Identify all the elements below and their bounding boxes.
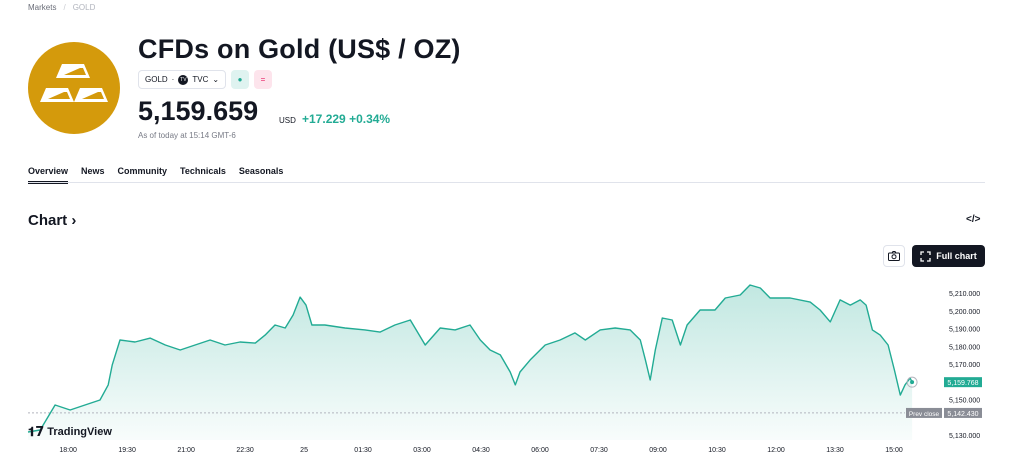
fullscreen-icon: [920, 250, 931, 262]
gold-bars-icon: [40, 64, 108, 102]
symbol-selector[interactable]: GOLD · TV TVC ⌄: [138, 70, 227, 89]
x-tick-label: 19:30: [118, 447, 136, 454]
y-tick-label: 5,130.000: [949, 433, 980, 440]
tab-seasonals[interactable]: Seasonals: [238, 166, 284, 176]
prev-close-tag: [906, 407, 942, 418]
x-tick-label: 18:00: [59, 447, 77, 454]
price-change: +17.229 +0.34%: [302, 112, 391, 126]
market-open-badge[interactable]: ●: [231, 70, 249, 89]
chart-heading[interactable]: Chart ›: [28, 212, 77, 229]
chevron-right-icon: ›: [71, 212, 77, 229]
price-line: [27, 284, 913, 433]
x-tick-label: 13:30: [826, 447, 844, 454]
tvc-icon: TV: [178, 74, 189, 85]
last-price: 5,159.659: [138, 96, 259, 126]
camera-icon: [888, 251, 900, 261]
price-chart[interactable]: 5,210.000 5,200.000 5,190.000 5,180.000 5,17…: [0, 270, 1024, 463]
tradingview-logo[interactable]: 𝟏𝟳 TradingView: [28, 424, 112, 439]
y-tick-label: 5,190.000: [949, 327, 980, 334]
gold-logo: [28, 42, 120, 134]
tab-news[interactable]: News: [81, 166, 105, 176]
y-tick-label: 5,200.000: [949, 309, 980, 316]
full-chart-button[interactable]: Full chart: [912, 245, 985, 267]
last-point: [910, 380, 915, 385]
x-tick-label: 09:00: [649, 447, 667, 454]
tab-community[interactable]: Community: [117, 166, 168, 176]
exchange: TVC: [192, 75, 209, 84]
chevron-down-icon: ⌄: [212, 75, 220, 84]
snapshot-button[interactable]: [883, 245, 905, 267]
symbol: GOLD: [145, 75, 168, 84]
price-area: [28, 285, 913, 440]
x-tick-label: 12:00: [767, 447, 785, 454]
last-price-label: 5,159.768: [947, 380, 978, 387]
page-title: CFDs on Gold (US$ / OZ): [138, 34, 461, 64]
as-of-time: As of today at 15:14 GMT-6: [138, 131, 236, 140]
prev-close-text: Prev close: [909, 411, 940, 418]
y-tick-label: 5,150.000: [949, 398, 980, 405]
breadcrumb-markets[interactable]: Markets: [28, 3, 57, 12]
y-tick-label: 5,170.000: [949, 362, 980, 369]
breadcrumb-current: GOLD: [72, 3, 96, 12]
tab-technicals[interactable]: Technicals: [180, 166, 226, 176]
embed-code-icon[interactable]: </>: [966, 214, 981, 225]
cfd-badge[interactable]: =: [254, 70, 272, 89]
currency: USD: [279, 116, 296, 125]
x-tick-label: 01:30: [354, 447, 372, 454]
prev-close-badge: [944, 407, 982, 418]
y-tick-label: 5,180.000: [949, 344, 980, 351]
x-tick-label: 04:30: [472, 447, 490, 454]
x-tick-label: 07:30: [590, 447, 608, 454]
x-tick-label: 25: [300, 447, 308, 454]
breadcrumb: Markets / GOLD: [28, 3, 96, 12]
prev-close-label: 5,142.430: [947, 411, 978, 418]
x-tick-label: 06:00: [531, 447, 549, 454]
y-tick-label: 5,210.000: [949, 291, 980, 298]
last-price-badge: [944, 377, 982, 388]
x-tick-label: 15:00: [885, 447, 903, 454]
divider: [28, 182, 985, 183]
x-tick-label: 03:00: [413, 447, 431, 454]
x-tick-label: 10:30: [708, 447, 726, 454]
x-tick-label: 22:30: [236, 447, 254, 454]
last-point-marker: [906, 376, 918, 388]
tradingview-icon: 𝟏𝟳: [28, 424, 45, 439]
x-tick-label: 21:00: [177, 447, 195, 454]
